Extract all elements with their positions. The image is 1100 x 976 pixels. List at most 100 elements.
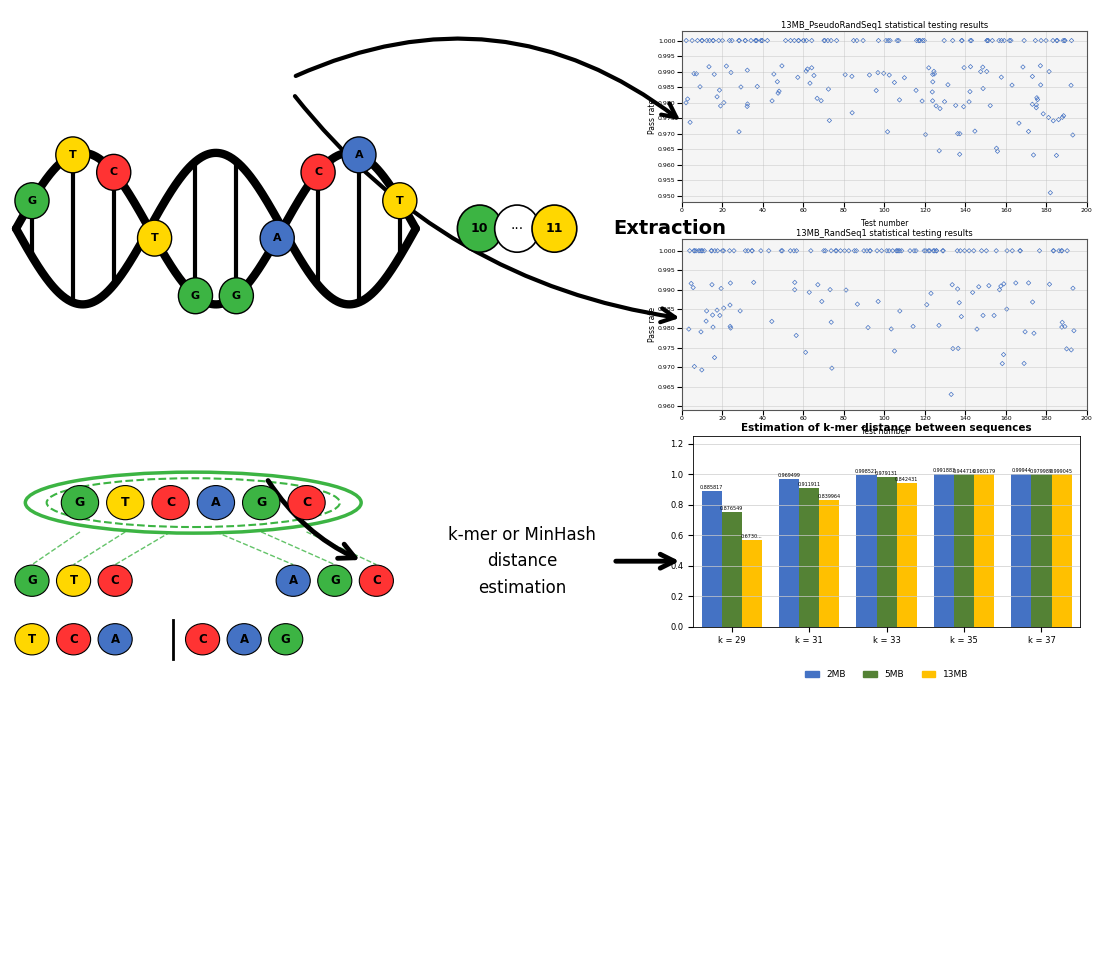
Circle shape [276, 565, 310, 596]
Point [822, 282, 839, 298]
Bar [1032, 474, 1052, 627]
Point [914, 33, 932, 49]
Point [1026, 33, 1044, 49]
Point [1045, 113, 1063, 129]
Point [1027, 100, 1045, 115]
Point [737, 243, 755, 259]
Point [801, 75, 818, 91]
Point [988, 243, 1005, 259]
Point [1002, 33, 1020, 49]
Point [1027, 97, 1045, 112]
Point [954, 33, 971, 49]
Point [782, 243, 800, 259]
Text: A: A [211, 496, 221, 509]
Point [717, 59, 735, 74]
Point [908, 243, 925, 259]
Text: G: G [75, 496, 85, 509]
Circle shape [98, 565, 132, 596]
Text: G: G [191, 291, 200, 301]
Point [1063, 77, 1080, 93]
Point [877, 33, 894, 49]
Point [737, 33, 755, 49]
Point [685, 359, 703, 375]
Circle shape [360, 565, 394, 596]
Point [737, 33, 755, 49]
Point [1020, 124, 1037, 140]
Point [745, 274, 762, 290]
Point [770, 83, 788, 99]
Text: 0.885817: 0.885817 [700, 485, 724, 491]
Point [684, 280, 702, 296]
Point [713, 281, 730, 297]
Circle shape [197, 485, 234, 519]
Text: C: C [302, 496, 311, 509]
Point [691, 79, 708, 95]
Point [820, 33, 837, 49]
Point [843, 68, 860, 84]
Point [960, 94, 978, 109]
Circle shape [219, 278, 253, 313]
Point [1034, 106, 1052, 122]
Point [890, 243, 908, 259]
Text: 0.6730...: 0.6730... [741, 534, 762, 539]
Point [879, 124, 896, 140]
Point [714, 243, 732, 259]
Point [998, 243, 1015, 259]
Bar [975, 474, 994, 627]
Point [1047, 147, 1065, 163]
Point [763, 93, 781, 108]
Point [701, 33, 718, 49]
Point [891, 243, 909, 259]
Point [986, 307, 1003, 323]
Point [1054, 314, 1071, 330]
Point [978, 33, 996, 49]
Point [815, 243, 833, 259]
Point [1031, 243, 1048, 259]
Point [823, 243, 840, 259]
Point [786, 274, 804, 290]
Point [823, 360, 840, 376]
Point [949, 281, 967, 297]
Point [1058, 243, 1076, 259]
Point [730, 124, 748, 140]
Circle shape [15, 624, 50, 655]
Point [808, 91, 826, 106]
Text: C: C [198, 632, 207, 646]
Point [880, 67, 898, 83]
Point [1049, 112, 1067, 128]
Text: 0.99944: 0.99944 [1011, 468, 1032, 473]
Point [908, 33, 925, 49]
Point [773, 58, 791, 73]
Point [803, 33, 821, 49]
Point [1037, 33, 1055, 49]
Point [998, 302, 1015, 317]
Bar [896, 483, 916, 627]
Point [949, 126, 967, 142]
Point [708, 89, 726, 104]
Point [788, 328, 805, 344]
Point [980, 33, 998, 49]
Point [722, 320, 739, 336]
Point [931, 317, 948, 333]
Point [992, 33, 1010, 49]
Bar [820, 501, 839, 627]
Point [920, 243, 937, 259]
Point [692, 324, 710, 340]
Text: C: C [110, 167, 118, 178]
Point [1054, 109, 1071, 125]
Point [901, 243, 918, 259]
Point [845, 33, 862, 49]
Point [916, 127, 934, 142]
Point [748, 33, 766, 49]
Point [949, 341, 967, 356]
Point [874, 65, 892, 81]
Point [1065, 323, 1082, 339]
Circle shape [138, 221, 172, 256]
Point [1014, 60, 1032, 75]
Point [773, 243, 791, 259]
Circle shape [260, 221, 295, 256]
Point [1016, 324, 1034, 340]
Point [996, 33, 1013, 49]
Text: 0.911911: 0.911911 [798, 482, 821, 487]
Point [934, 243, 952, 259]
